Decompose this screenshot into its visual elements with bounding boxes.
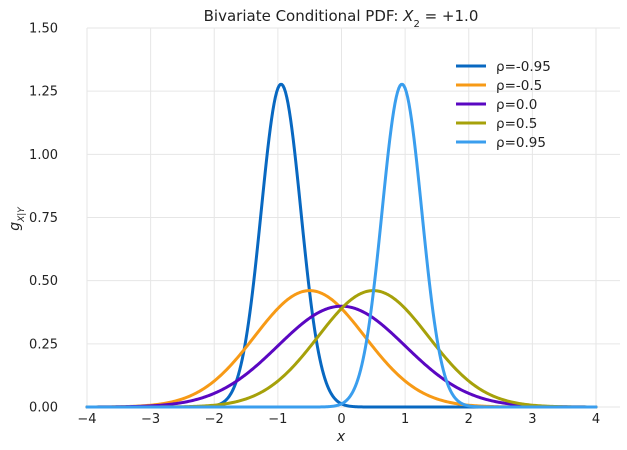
y-axis-label: gX|Y <box>7 206 27 231</box>
x-tick-label: 0 <box>337 412 345 427</box>
x-tick-label: −2 <box>205 412 224 427</box>
x-tick-label: −1 <box>268 412 287 427</box>
y-tick-label: 1.00 <box>29 148 58 163</box>
legend-label: ρ=0.0 <box>496 97 537 113</box>
y-tick-label: 1.50 <box>29 22 58 37</box>
chart-title: Bivariate Conditional PDF: X2 = +1.0 <box>204 7 479 30</box>
x-tick-label: 4 <box>592 412 600 427</box>
legend-label: ρ=-0.95 <box>496 59 551 75</box>
x-tick-label: 1 <box>401 412 409 427</box>
y-tick-label: 0.50 <box>29 274 58 289</box>
legend-label: ρ=0.5 <box>496 116 537 132</box>
y-tick-label: 0.75 <box>29 211 58 226</box>
legend: ρ=-0.95 ρ=-0.5 ρ=0.0 ρ=0.5 ρ=0.95 <box>456 59 551 151</box>
x-tick-label: 3 <box>528 412 536 427</box>
x-tick-label: −3 <box>141 412 160 427</box>
x-tick-label: −4 <box>77 412 96 427</box>
series-lines <box>85 82 598 409</box>
legend-label: ρ=0.95 <box>496 135 546 151</box>
x-tick-label: 2 <box>465 412 473 427</box>
x-axis-label: x <box>336 429 346 445</box>
series-line <box>85 304 598 409</box>
y-tick-label: 0.00 <box>29 401 58 416</box>
series-line <box>85 82 598 409</box>
legend-label: ρ=-0.5 <box>496 78 542 94</box>
tick-labels: −4 −3 −2 −1 0 1 2 3 4 0.00 0.25 0.50 0.75 1.00 1.25 1.5… <box>29 22 600 428</box>
y-tick-label: 0.25 <box>29 337 58 352</box>
y-tick-label: 1.25 <box>29 85 58 100</box>
